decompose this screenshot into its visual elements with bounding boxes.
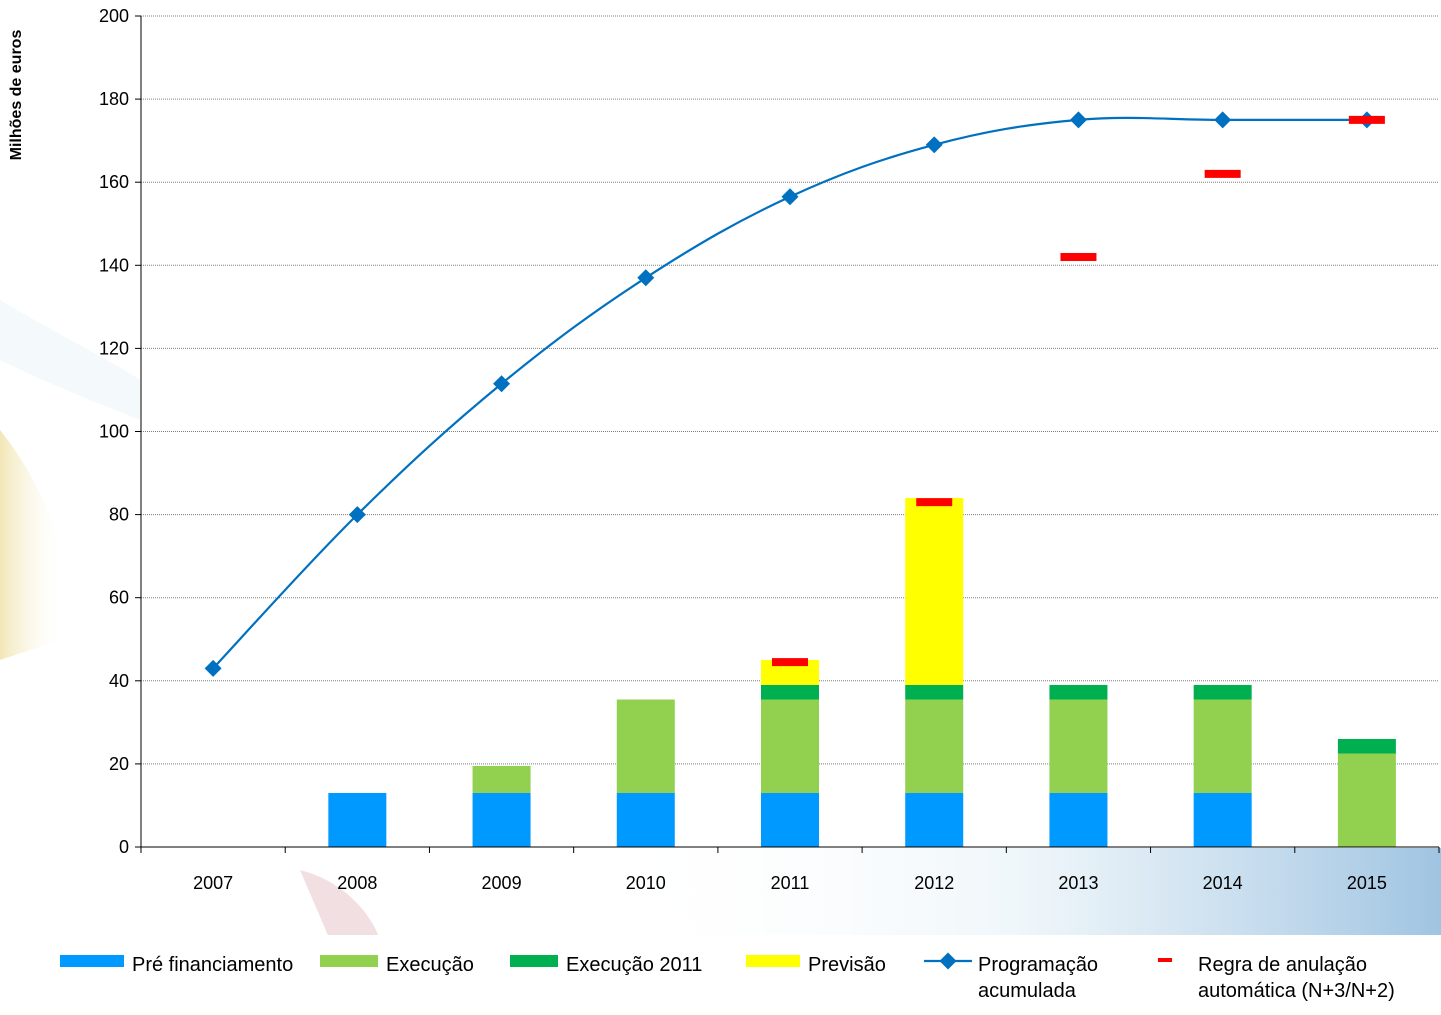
- legend-label-0: Pré financiamento: [132, 954, 293, 976]
- anulacao-marker: [1348, 115, 1385, 124]
- axes: 0 20 40 60 80 100 120 140 160 180 200 2007 2008 2009 2…: [99, 6, 1440, 893]
- legend-label-3: Previsão: [808, 954, 886, 976]
- legend-label-line-1: acumulada: [978, 980, 1077, 1002]
- bar-segment-0: [761, 792, 819, 847]
- programacao-point: [1214, 111, 1232, 129]
- bar-segment-2: [905, 684, 964, 700]
- bar-segment-2: [1193, 684, 1252, 700]
- x-tick-label: 2010: [626, 873, 666, 893]
- bar-segment-1: [472, 765, 531, 793]
- legend-label-marker-1: automática (N+3/N+2): [1198, 980, 1395, 1002]
- programacao-point: [781, 188, 799, 206]
- y-tick-label: 0: [119, 837, 129, 857]
- y-tick-label: 200: [99, 6, 129, 26]
- bar-segment-2: [1337, 738, 1396, 754]
- y-tick-label: 60: [109, 588, 129, 608]
- x-tick-label: 2008: [337, 873, 377, 893]
- programacao-point: [637, 269, 655, 287]
- legend-swatch-1: [320, 955, 378, 967]
- bar-segment-0: [472, 792, 531, 847]
- bars: [328, 497, 1396, 847]
- background-decoration: [0, 300, 1441, 940]
- bar-segment-0: [1193, 792, 1252, 847]
- anulacao-marker: [1060, 252, 1097, 261]
- x-tick-label: 2009: [482, 873, 522, 893]
- y-tick-label: 80: [109, 505, 129, 525]
- legend-label-1: Execução: [386, 954, 474, 976]
- legend-swatch-2: [510, 955, 558, 967]
- bar-segment-0: [905, 792, 964, 847]
- line-series: [204, 111, 1376, 677]
- gridlines: [141, 15, 1439, 765]
- anulacao-marker: [772, 658, 808, 667]
- legend-label-marker-0: Regra de anulação: [1198, 954, 1367, 976]
- bar-segment-0: [1049, 792, 1108, 847]
- bar-segment-0: [616, 792, 675, 847]
- x-tick-label: 2012: [914, 873, 954, 893]
- bar-segment-2: [761, 684, 819, 700]
- bar-segment-1: [761, 699, 819, 793]
- programacao-point: [204, 659, 222, 677]
- programacao-point: [1069, 111, 1087, 129]
- y-axis-label: Milhões de euros: [8, 30, 25, 161]
- bar-segment-1: [1049, 699, 1108, 793]
- bar-segment-1: [1193, 699, 1252, 793]
- legend-line-marker: [939, 952, 957, 970]
- anulacao-marker: [916, 498, 953, 507]
- programacao-point: [925, 136, 943, 154]
- bar-segment-2: [1049, 684, 1108, 700]
- legend-label-line-0: Programação: [978, 954, 1098, 976]
- y-tick-label: 180: [99, 89, 129, 109]
- bar-segment-1: [616, 699, 675, 793]
- x-tick-label: 2015: [1347, 873, 1387, 893]
- anulacao-marker: [1204, 169, 1241, 178]
- y-tick-label: 40: [109, 671, 129, 691]
- bar-segment-1: [1337, 753, 1396, 847]
- y-tick-label: 100: [99, 422, 129, 442]
- y-tick-label: 140: [99, 255, 129, 275]
- x-tick-label: 2013: [1058, 873, 1098, 893]
- legend: Pré financiamento Execução Execução 2011 Pr…: [38, 935, 1441, 1015]
- legend-marker-swatch: [1158, 958, 1172, 962]
- y-tick-label: 120: [99, 338, 129, 358]
- legend-swatch-0: [60, 955, 124, 967]
- bar-segment-3: [905, 497, 964, 685]
- programacao-point: [493, 375, 511, 393]
- y-tick-label: 160: [99, 172, 129, 192]
- bar-segment-1: [905, 699, 964, 793]
- legend-swatch-3: [746, 955, 800, 967]
- programacao-line: [212, 116, 1367, 670]
- legend-label-2: Execução 2011: [566, 954, 702, 976]
- x-tick-label: 2014: [1203, 873, 1243, 893]
- y-tick-label: 20: [109, 754, 129, 774]
- anulacao-markers: [772, 115, 1385, 667]
- bar-segment-0: [328, 792, 387, 847]
- x-tick-label: 2007: [193, 873, 233, 893]
- legend-box: [38, 935, 1441, 1015]
- x-tick-label: 2011: [771, 873, 810, 893]
